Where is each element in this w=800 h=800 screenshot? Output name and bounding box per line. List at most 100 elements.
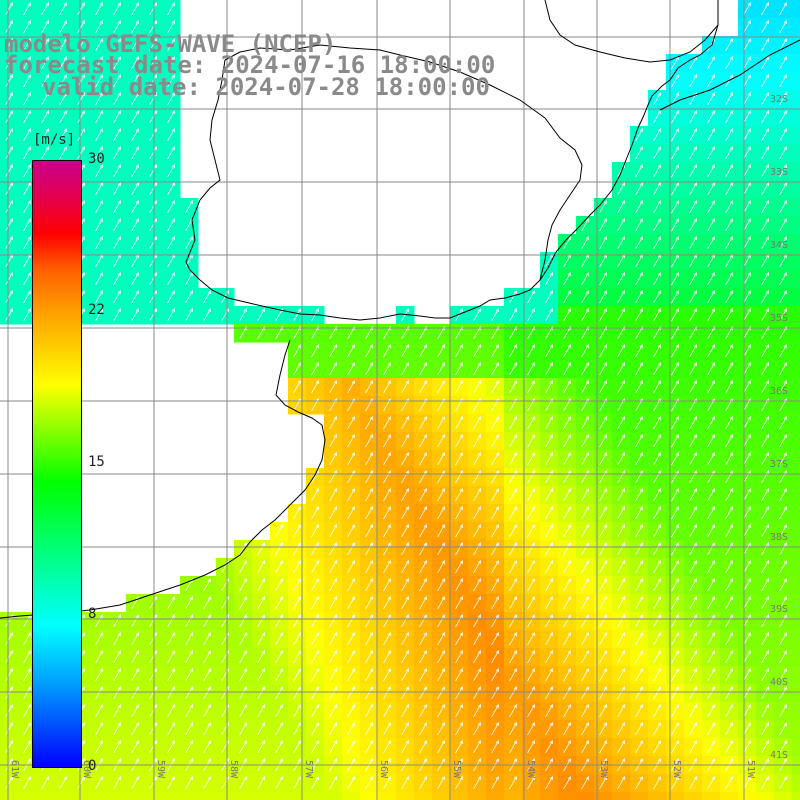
wind-arrow <box>563 272 571 286</box>
wind-arrow <box>401 380 409 394</box>
wind-arrow <box>473 416 481 430</box>
wind-arrow <box>23 128 31 142</box>
wind-arrow <box>167 110 175 124</box>
wind-arrow <box>293 542 301 556</box>
wind-arrow <box>491 632 499 646</box>
wind-cell <box>648 792 667 800</box>
wind-arrow <box>347 344 355 358</box>
wind-arrow <box>707 434 715 448</box>
wind-arrow <box>59 92 67 106</box>
wind-arrow <box>491 362 499 376</box>
wind-arrow <box>491 524 499 538</box>
wind-arrow <box>77 776 85 790</box>
wind-arrow <box>743 596 751 610</box>
wind-arrow <box>455 740 463 754</box>
wind-arrow <box>383 704 391 718</box>
wind-arrow <box>689 290 697 304</box>
wind-cell <box>792 306 800 325</box>
wind-arrow <box>779 362 787 376</box>
wind-cell <box>450 792 469 800</box>
wind-arrow <box>527 452 535 466</box>
wind-arrow <box>5 686 13 700</box>
wind-arrow <box>761 308 769 322</box>
wind-arrow <box>473 344 481 358</box>
wind-arrow <box>563 668 571 682</box>
wind-arrow <box>743 20 751 34</box>
wind-arrow <box>563 380 571 394</box>
wind-arrow <box>581 380 589 394</box>
wind-arrow <box>329 596 337 610</box>
wind-arrow <box>617 506 625 520</box>
wind-arrow <box>545 650 553 664</box>
wind-cell <box>360 792 379 800</box>
wind-arrow <box>599 200 607 214</box>
wind-arrow <box>653 128 661 142</box>
wind-arrow <box>401 686 409 700</box>
wind-arrow <box>365 362 373 376</box>
wind-arrow <box>149 308 157 322</box>
wind-cell <box>792 720 800 739</box>
wind-arrow <box>383 614 391 628</box>
wind-arrow <box>131 308 139 322</box>
wind-arrow <box>95 632 103 646</box>
wind-arrow <box>581 686 589 700</box>
wind-arrow <box>761 434 769 448</box>
wind-arrow <box>671 542 679 556</box>
wind-arrow <box>149 776 157 790</box>
wind-arrow <box>131 110 139 124</box>
wind-arrow <box>707 632 715 646</box>
wind-arrow <box>671 146 679 160</box>
wind-arrow <box>707 686 715 700</box>
wind-arrow <box>95 2 103 16</box>
wind-arrow <box>59 38 67 52</box>
wind-arrow <box>563 416 571 430</box>
wind-arrow <box>599 488 607 502</box>
wind-arrow <box>167 74 175 88</box>
wind-arrow <box>419 452 427 466</box>
wind-arrow <box>59 2 67 16</box>
wind-cell <box>756 792 775 800</box>
wind-arrow <box>365 488 373 502</box>
colorbar-tick-0: 0 <box>88 758 97 774</box>
wind-arrow <box>5 668 13 682</box>
wind-arrow <box>311 668 319 682</box>
wind-arrow <box>401 704 409 718</box>
wind-arrow <box>167 776 175 790</box>
wind-arrow <box>77 146 85 160</box>
wind-arrow <box>725 146 733 160</box>
wind-arrow <box>743 146 751 160</box>
wind-arrow <box>743 74 751 88</box>
wind-arrow <box>779 434 787 448</box>
wind-arrow <box>5 20 13 34</box>
wind-arrow <box>365 686 373 700</box>
wind-arrow <box>455 488 463 502</box>
wind-arrow <box>365 416 373 430</box>
wind-arrow <box>383 470 391 484</box>
wind-arrow <box>257 542 265 556</box>
wind-arrow <box>257 776 265 790</box>
wind-arrow <box>779 56 787 70</box>
wind-arrow <box>149 110 157 124</box>
wind-arrow <box>131 704 139 718</box>
wind-arrow <box>455 668 463 682</box>
wind-arrow <box>131 56 139 70</box>
wind-arrow <box>545 686 553 700</box>
wind-arrow <box>383 650 391 664</box>
wind-arrow <box>311 596 319 610</box>
wind-arrow <box>581 704 589 718</box>
wind-arrow <box>545 740 553 754</box>
wind-arrow <box>725 488 733 502</box>
wind-cell <box>792 252 800 271</box>
wind-arrow <box>95 686 103 700</box>
lat-label: 39S <box>770 604 788 615</box>
wind-arrow <box>707 596 715 610</box>
wind-arrow <box>743 470 751 484</box>
wind-arrow <box>653 632 661 646</box>
wind-arrow <box>635 686 643 700</box>
wind-arrow <box>491 668 499 682</box>
wind-arrow <box>653 344 661 358</box>
wind-cell <box>792 90 800 109</box>
wind-arrow <box>761 20 769 34</box>
wind-arrow <box>671 722 679 736</box>
wind-arrow <box>671 452 679 466</box>
